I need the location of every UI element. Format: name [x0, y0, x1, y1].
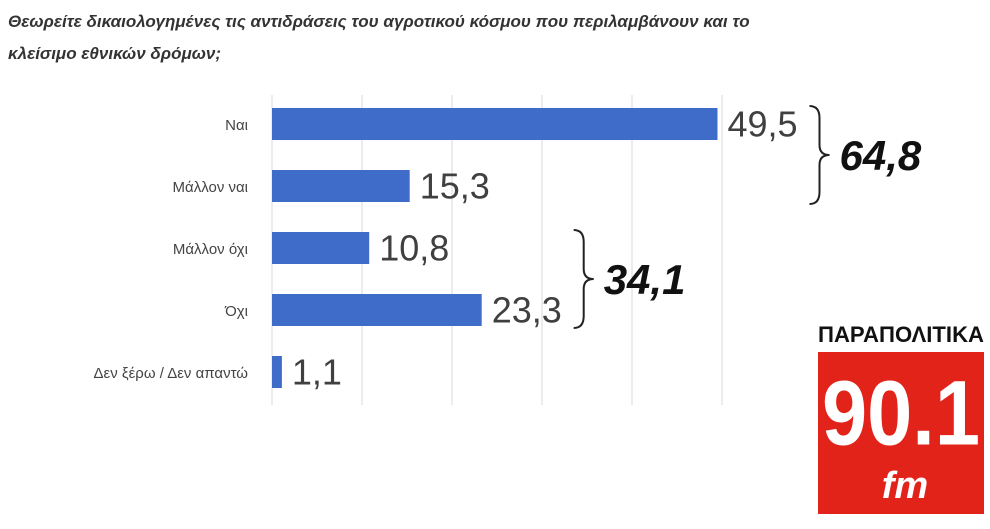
logo-box: [818, 352, 984, 514]
group-total: 34,1: [604, 256, 686, 303]
y-tick-label: Δεν ξέρω / Δεν απαντώ: [94, 365, 249, 382]
y-tick-label: Ναι: [225, 117, 248, 134]
y-tick-label: Όχι: [224, 303, 248, 320]
brace: [809, 105, 830, 205]
bar: [272, 356, 282, 388]
bar: [272, 170, 410, 202]
value-label: 1,1: [292, 352, 342, 393]
value-label: 49,5: [728, 104, 798, 145]
value-label: 10,8: [379, 228, 449, 269]
bar: [272, 108, 718, 140]
y-tick-label: Μάλλον όχι: [173, 241, 248, 258]
chart-title: Θεωρείτε δικαιολογημένες τις αντιδράσεις…: [8, 12, 750, 63]
logo-name: ΠΑΡΑΠΟΛΙΤΙΚΑ: [818, 322, 984, 347]
value-label: 15,3: [420, 166, 490, 207]
bar: [272, 294, 482, 326]
y-tick-label: Μάλλον ναι: [173, 179, 248, 196]
brace: [573, 229, 594, 329]
logo-band: fm: [882, 465, 928, 507]
group-total: 64,8: [840, 132, 922, 179]
value-label: 23,3: [492, 290, 562, 331]
bar: [272, 232, 370, 264]
logo-frequency: 90.1: [822, 362, 980, 464]
title-box: Θεωρείτε δικαιολογημένες τις αντιδράσεις…: [8, 12, 750, 63]
